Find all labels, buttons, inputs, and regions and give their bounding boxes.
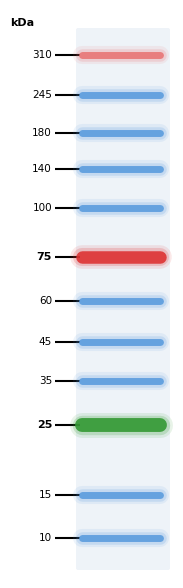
Text: 35: 35 (39, 376, 52, 386)
Text: 25: 25 (37, 420, 52, 430)
Text: 10: 10 (39, 533, 52, 543)
Text: 310: 310 (32, 50, 52, 60)
Text: kDa: kDa (10, 18, 34, 28)
Text: 245: 245 (32, 90, 52, 100)
Text: 45: 45 (39, 337, 52, 347)
Text: 100: 100 (32, 203, 52, 213)
FancyBboxPatch shape (76, 28, 170, 570)
Text: 15: 15 (39, 490, 52, 500)
Text: 75: 75 (37, 252, 52, 262)
Text: 60: 60 (39, 296, 52, 306)
Text: 140: 140 (32, 164, 52, 174)
Text: 180: 180 (32, 128, 52, 138)
